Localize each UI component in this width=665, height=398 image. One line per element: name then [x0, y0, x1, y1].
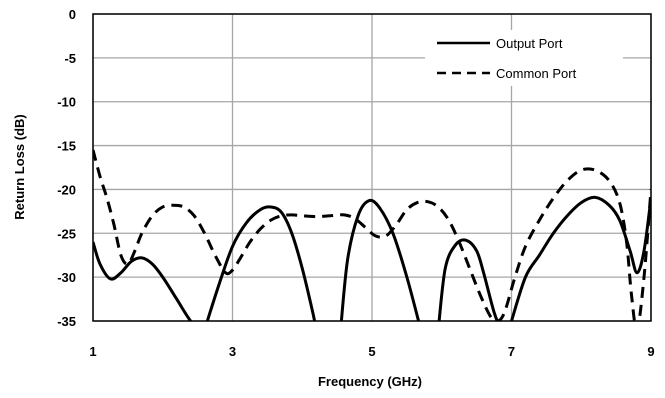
series-line-output-port: [339, 198, 421, 321]
y-tick-label: -5: [64, 51, 76, 66]
plot-frame: [92, 13, 652, 322]
y-tick-labels: 0 -5 -10 -15 -20 -25 -30 -35: [57, 7, 76, 329]
y-tick-label: -25: [57, 226, 76, 241]
legend-label-common-port: Common Port: [496, 66, 577, 81]
series-layer: [93, 149, 651, 321]
y-tick-label: -30: [57, 270, 76, 285]
y-tick-label: -10: [57, 95, 76, 110]
legend-label-output-port: Output Port: [496, 36, 563, 51]
y-tick-label: 0: [69, 7, 76, 22]
x-tick-label: 1: [89, 344, 96, 359]
y-tick-label: -20: [57, 182, 76, 197]
series-line-output-port: [437, 238, 499, 321]
x-tick-labels: 1 3 5 7 9: [89, 344, 654, 359]
x-tick-label: 3: [229, 344, 236, 359]
series-line-common-port: [93, 149, 651, 321]
x-tick-label: 5: [368, 344, 375, 359]
series-line-output-port: [205, 205, 317, 321]
y-tick-label: -15: [57, 139, 76, 154]
series-line-output-port: [510, 195, 651, 321]
x-tick-label: 7: [508, 344, 515, 359]
legend: Output Port Common Port: [425, 30, 623, 86]
x-tick-label: 9: [647, 344, 654, 359]
x-axis-label: Frequency (GHz): [318, 374, 422, 389]
series-line-output-port: [93, 241, 193, 321]
legend-background: [425, 30, 623, 86]
y-axis-label: Return Loss (dB): [12, 114, 27, 219]
y-tick-label: -35: [57, 314, 76, 329]
